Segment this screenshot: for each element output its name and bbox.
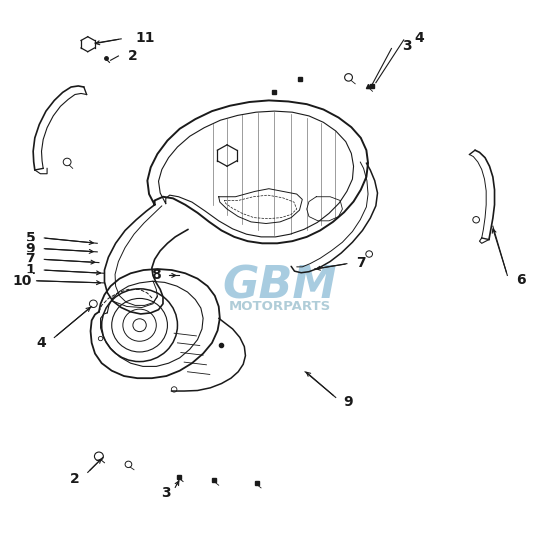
Text: 7: 7 xyxy=(356,256,366,270)
Text: MOTORPARTS: MOTORPARTS xyxy=(229,300,331,313)
Text: 3: 3 xyxy=(402,39,412,53)
Text: GBM: GBM xyxy=(223,265,337,308)
Text: 9: 9 xyxy=(26,242,35,256)
Text: 2: 2 xyxy=(128,49,137,63)
Text: 1: 1 xyxy=(26,263,35,277)
Text: 6: 6 xyxy=(516,273,525,287)
Text: 4: 4 xyxy=(414,31,424,45)
Text: 10: 10 xyxy=(13,274,32,288)
Text: 7: 7 xyxy=(26,252,35,266)
Text: 8: 8 xyxy=(151,268,161,282)
Text: 4: 4 xyxy=(36,336,46,350)
Text: 11: 11 xyxy=(136,31,155,45)
Text: 9: 9 xyxy=(343,395,353,409)
Text: 3: 3 xyxy=(161,486,171,500)
Text: 2: 2 xyxy=(70,472,80,486)
Text: 5: 5 xyxy=(26,231,35,245)
